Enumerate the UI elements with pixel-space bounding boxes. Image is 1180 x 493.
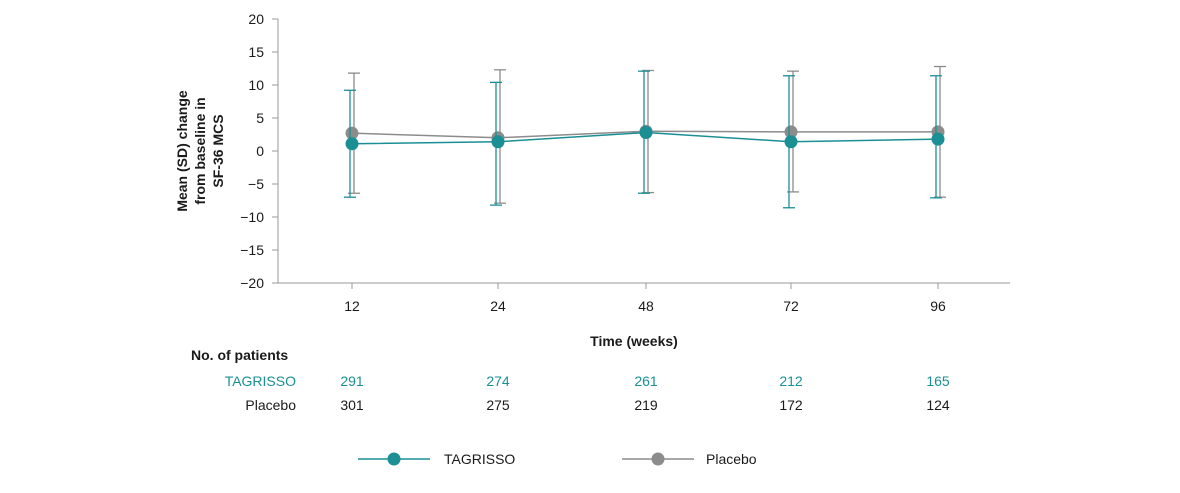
legend-label: Placebo — [706, 451, 757, 467]
legend: TAGRISSO Placebo — [358, 451, 757, 467]
patients-row-label: Placebo — [245, 397, 296, 413]
patients-count: 212 — [779, 373, 803, 389]
patients-count: 291 — [340, 373, 364, 389]
y-tick-label: −15 — [240, 242, 264, 258]
y-axis-title-line: from baseline in — [192, 97, 208, 204]
y-tick-label: −10 — [240, 209, 264, 225]
y-tick-label: 0 — [256, 143, 264, 159]
series-layer — [344, 65, 946, 209]
legend-item-placebo: Placebo — [622, 451, 757, 467]
patients-count: 275 — [486, 397, 510, 413]
x-tick-label: 96 — [930, 298, 946, 314]
x-tick-label: 72 — [783, 298, 799, 314]
x-tick-label: 12 — [344, 298, 360, 314]
data-point — [931, 132, 945, 146]
y-tick-label: 15 — [248, 44, 264, 60]
patients-count: 274 — [486, 373, 510, 389]
data-point — [345, 137, 359, 151]
y-tick-label: −20 — [240, 275, 264, 291]
y-tick-label: 5 — [256, 110, 264, 126]
y-tick-label: −5 — [248, 176, 264, 192]
legend-item-tagrisso: TAGRISSO — [358, 451, 515, 467]
data-point — [784, 135, 798, 149]
patients-count: 172 — [779, 397, 803, 413]
y-axis-ticks: 20 15 10 5 0 −5 −10 −15 −20 — [240, 11, 278, 291]
data-point — [491, 135, 505, 149]
patients-row-label: TAGRISSO — [225, 373, 296, 389]
patients-count: 219 — [634, 397, 658, 413]
patients-count: 124 — [926, 397, 950, 413]
y-tick-label: 10 — [248, 77, 264, 93]
series-tagrisso — [344, 70, 945, 209]
y-tick-label: 20 — [248, 11, 264, 27]
data-point — [639, 126, 653, 140]
patients-table: No. of patients TAGRISSO 291 274 261 212 165 Pl… — [191, 347, 950, 413]
y-axis-title-line: SF-36 MCS — [210, 114, 226, 187]
patients-count: 165 — [926, 373, 950, 389]
data-point — [345, 126, 359, 140]
y-axis-title: Mean (SD) change from baseline in SF-36 MC… — [174, 90, 226, 212]
x-tick-label: 48 — [638, 298, 654, 314]
x-axis-title: Time (weeks) — [590, 333, 678, 349]
x-axis-ticks: 12 24 48 72 96 — [344, 283, 946, 314]
patients-title: No. of patients — [191, 347, 288, 363]
data-point — [784, 125, 798, 139]
patients-count: 261 — [634, 373, 658, 389]
patients-count: 301 — [340, 397, 364, 413]
y-axis-title-line: Mean (SD) change — [174, 90, 190, 212]
legend-marker — [651, 452, 665, 466]
legend-label: TAGRISSO — [444, 451, 515, 467]
legend-marker — [387, 452, 401, 466]
x-tick-label: 24 — [490, 298, 506, 314]
